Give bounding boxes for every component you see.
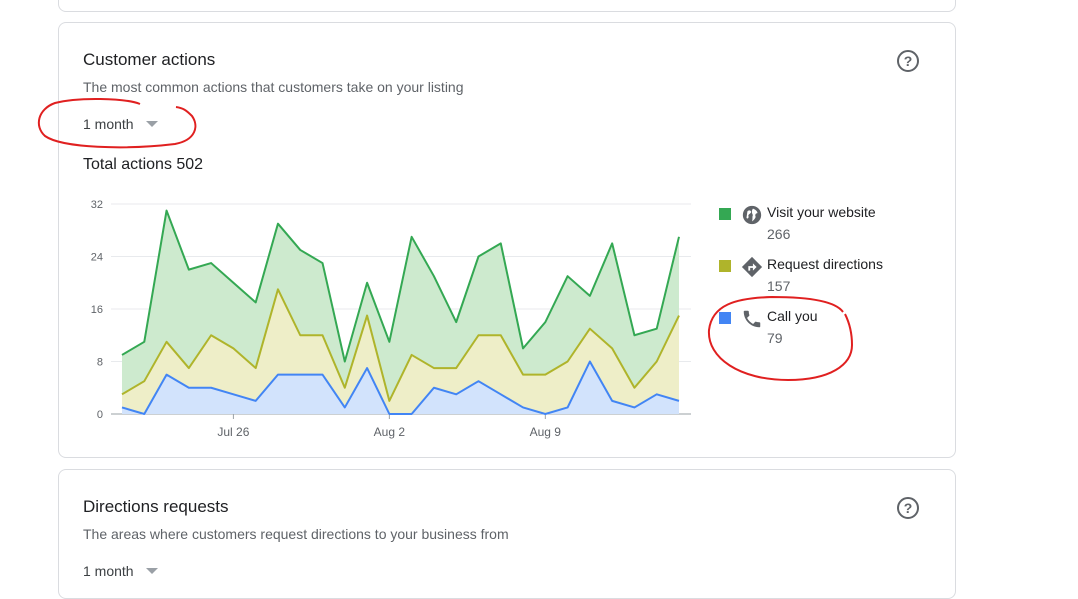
legend-swatch-directions xyxy=(719,260,731,272)
legend-count-website: 266 xyxy=(767,226,791,242)
y-tick-label: 0 xyxy=(97,409,103,421)
card-title: Customer actions xyxy=(83,50,216,69)
x-tick-label: Aug 9 xyxy=(530,425,562,439)
series-line-request-directions xyxy=(121,288,680,402)
x-tick-label: Aug 2 xyxy=(374,425,406,439)
card-title: Directions requests xyxy=(83,497,229,516)
globe-icon xyxy=(742,205,762,225)
previous-card xyxy=(58,0,956,12)
directions-icon xyxy=(741,256,763,278)
phone-icon xyxy=(743,310,761,328)
y-tick-label: 8 xyxy=(97,357,103,369)
legend-label-call: Call you xyxy=(767,308,818,324)
customer-actions-card: Customer actions The most common actions… xyxy=(58,22,956,458)
series-line-visit-your-website xyxy=(121,209,680,363)
y-tick-label: 24 xyxy=(91,252,103,264)
legend-count-call: 79 xyxy=(767,330,783,346)
customer-actions-chart: 0 8 16 24 32 Jul 26 Aug 2 Aug 9 xyxy=(91,199,691,439)
x-tick-label: Jul 26 xyxy=(217,425,249,439)
y-tick-label: 16 xyxy=(91,304,103,316)
period-dropdown-value: 1 month xyxy=(83,563,134,579)
legend-label-website: Visit your website xyxy=(767,204,876,220)
area-request-directions xyxy=(122,289,679,414)
area-visit-your-website xyxy=(122,210,679,401)
help-icon[interactable]: ? xyxy=(897,50,919,72)
series-line-call-you xyxy=(121,360,680,415)
legend-label-directions: Request directions xyxy=(767,256,883,272)
total-actions: Total actions 502 xyxy=(83,156,204,173)
legend-swatch-website xyxy=(719,208,731,220)
period-dropdown[interactable]: 1 month xyxy=(83,563,158,579)
chevron-down-icon xyxy=(145,568,158,574)
card-subtitle: The most common actions that customers t… xyxy=(83,79,464,95)
legend-swatch-call xyxy=(719,312,731,324)
legend-count-directions: 157 xyxy=(767,278,791,294)
help-icon[interactable]: ? xyxy=(897,497,919,519)
area-call-you xyxy=(122,361,679,414)
directions-requests-card: Directions requests The areas where cust… xyxy=(58,469,956,599)
y-tick-label: 32 xyxy=(91,199,103,211)
card-subtitle: The areas where customers request direct… xyxy=(83,526,509,542)
